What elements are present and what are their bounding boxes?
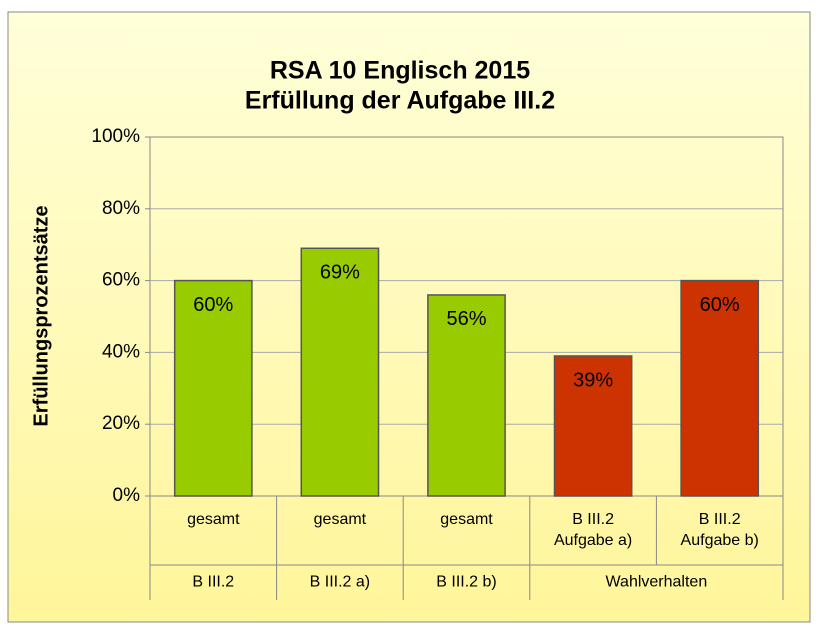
chart-title: Erfüllung der Aufgabe III.2 [245,87,555,115]
y-tick-label: 0% [113,485,141,506]
bar [300,247,380,497]
data-label: 56% [446,308,486,330]
bar [553,355,633,497]
y-tick-label: 100% [91,126,140,147]
group-label: Wahlverhalten [606,574,708,591]
x-tick-label: gesamt [440,511,493,528]
y-axis-label: Erfüllungsprozentsätze [30,205,52,426]
y-tick-label: 60% [102,270,140,291]
chart-background [7,11,811,623]
x-tick-label: gesamt [187,511,240,528]
x-tick-label: Aufgabe b) [681,532,759,549]
data-label: 60% [193,294,233,316]
bar [173,279,253,497]
x-tick-label: gesamt [314,511,367,528]
bar [427,294,506,497]
group-label: B III.2 b) [436,574,496,591]
data-label: 60% [700,294,740,316]
y-tick-label: 80% [102,198,140,219]
x-tick-label: Aufgabe a) [554,532,632,549]
group-label: B III.2 a) [310,574,370,591]
bar [680,279,760,497]
data-label: 69% [320,262,360,284]
y-tick-label: 20% [102,413,140,434]
y-tick-label: 40% [102,341,140,362]
x-tick-label: B III.2 [572,511,614,528]
group-label: B III.2 [192,574,234,591]
x-tick-label: B III.2 [699,511,741,528]
data-label: 39% [573,369,613,391]
chart-title: RSA 10 Englisch 2015 [270,57,530,85]
